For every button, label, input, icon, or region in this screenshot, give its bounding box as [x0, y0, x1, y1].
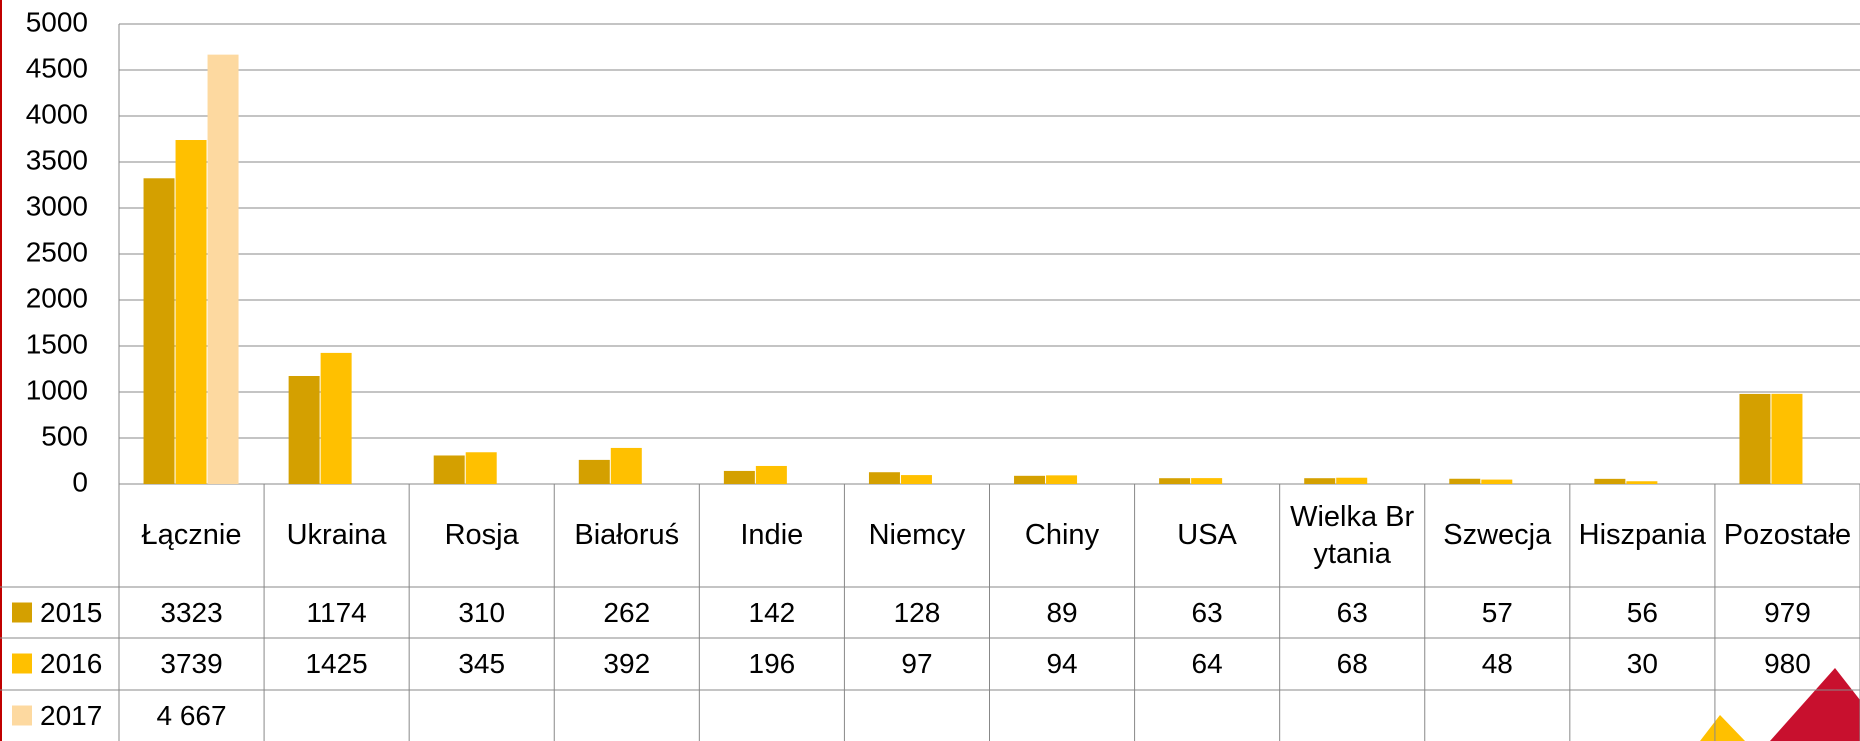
y-tick-label: 4500 [26, 52, 88, 83]
y-tick-label: 3000 [26, 190, 88, 221]
legend-label: 2017 [40, 700, 102, 731]
x-tick-label: Ukraina [286, 519, 387, 552]
y-tick-label: 5000 [26, 6, 88, 37]
bar [465, 452, 497, 484]
x-tick-label: Niemcy [868, 519, 966, 552]
legend-label: 2016 [40, 648, 102, 679]
legend-label: 2015 [40, 597, 102, 628]
x-tick-label: Rosja [444, 519, 519, 552]
x-tick-label-box: Niemcy [868, 519, 966, 552]
bar [723, 470, 755, 484]
x-tick-label-box: Wielka Brytania [1290, 501, 1415, 570]
x-tick-label-box: Pozostałe [1723, 519, 1852, 552]
y-tick-label: 1000 [26, 374, 88, 405]
bar [1336, 477, 1368, 484]
y-tick-label: 3500 [26, 144, 88, 175]
x-tick-label-box: Rosja [444, 519, 519, 552]
table-value: 94 [1046, 648, 1077, 679]
y-tick-label: 2500 [26, 236, 88, 267]
x-tick-label-box: Ukraina [286, 519, 387, 552]
bar [578, 459, 610, 484]
y-tick-label: 1500 [26, 328, 88, 359]
decoration [1700, 715, 1745, 741]
table-value: 128 [894, 597, 941, 628]
legend-swatch [12, 602, 32, 623]
y-tick-label: 500 [41, 420, 88, 451]
table-value: 30 [1627, 648, 1658, 679]
x-tick-label-box: USA [1177, 519, 1237, 552]
x-tick-label: Białoruś [574, 519, 680, 552]
bar [610, 447, 642, 484]
table-value: 63 [1337, 597, 1368, 628]
table-value: 142 [749, 597, 796, 628]
table-value: 4 667 [157, 700, 227, 731]
x-tick-label: Chiny [1024, 519, 1100, 552]
x-tick-label: Indie [740, 519, 804, 552]
x-tick-label-box: Indie [740, 519, 804, 552]
x-tick-label-box: Chiny [1024, 519, 1100, 552]
x-tick-label-box: Łącznie [141, 519, 242, 552]
table-value: 63 [1192, 597, 1223, 628]
bar [1449, 478, 1481, 484]
bar [433, 455, 465, 484]
legend-swatch [12, 653, 32, 674]
y-tick-label: 2000 [26, 282, 88, 313]
bar [1626, 481, 1658, 484]
table-value: 310 [458, 597, 505, 628]
x-tick-label-box: Hiszpania [1578, 519, 1706, 552]
table-value: 345 [458, 648, 505, 679]
bar [755, 465, 787, 484]
table-value: 3323 [160, 597, 222, 628]
bar [1771, 393, 1803, 484]
y-tick-label: 4000 [26, 98, 88, 129]
decoration [1770, 668, 1860, 741]
bar [143, 178, 175, 484]
table-value: 64 [1192, 648, 1223, 679]
bar [1191, 478, 1223, 484]
bar [868, 472, 900, 484]
x-tick-label: Hiszpania [1578, 519, 1706, 552]
x-tick-label: Szwecja [1443, 519, 1552, 552]
table-value: 392 [603, 648, 650, 679]
table-value: 89 [1046, 597, 1077, 628]
table-value: 979 [1764, 597, 1811, 628]
x-tick-label-box: Szwecja [1443, 519, 1552, 552]
table-value: 3739 [160, 648, 222, 679]
bar [1739, 393, 1771, 484]
bar [1594, 478, 1626, 484]
table-value: 48 [1482, 648, 1513, 679]
table-value: 97 [901, 648, 932, 679]
x-tick-label: Wielka Brytania [1290, 501, 1415, 570]
table-value: 1174 [307, 597, 367, 628]
table-value: 68 [1337, 648, 1368, 679]
bar [1014, 475, 1046, 484]
bar [1046, 475, 1078, 484]
table-value: 262 [603, 597, 650, 628]
x-tick-label: USA [1177, 519, 1237, 552]
table-value: 57 [1482, 597, 1513, 628]
table-value: 56 [1627, 597, 1658, 628]
bar [320, 352, 352, 484]
bar [1304, 478, 1336, 484]
legend-swatch [12, 705, 32, 726]
table-value: 1425 [305, 648, 367, 679]
bar [175, 140, 207, 484]
bar [288, 375, 320, 484]
bar [1159, 478, 1191, 484]
table-value: 980 [1764, 648, 1811, 679]
bar [900, 475, 932, 484]
bar [207, 54, 239, 485]
bar [1481, 479, 1513, 484]
x-tick-label: Pozostałe [1723, 519, 1852, 552]
y-tick-label: 0 [72, 466, 88, 497]
x-tick-label: Łącznie [141, 519, 242, 552]
x-tick-label-box: Białoruś [574, 519, 680, 552]
table-value: 196 [749, 648, 796, 679]
